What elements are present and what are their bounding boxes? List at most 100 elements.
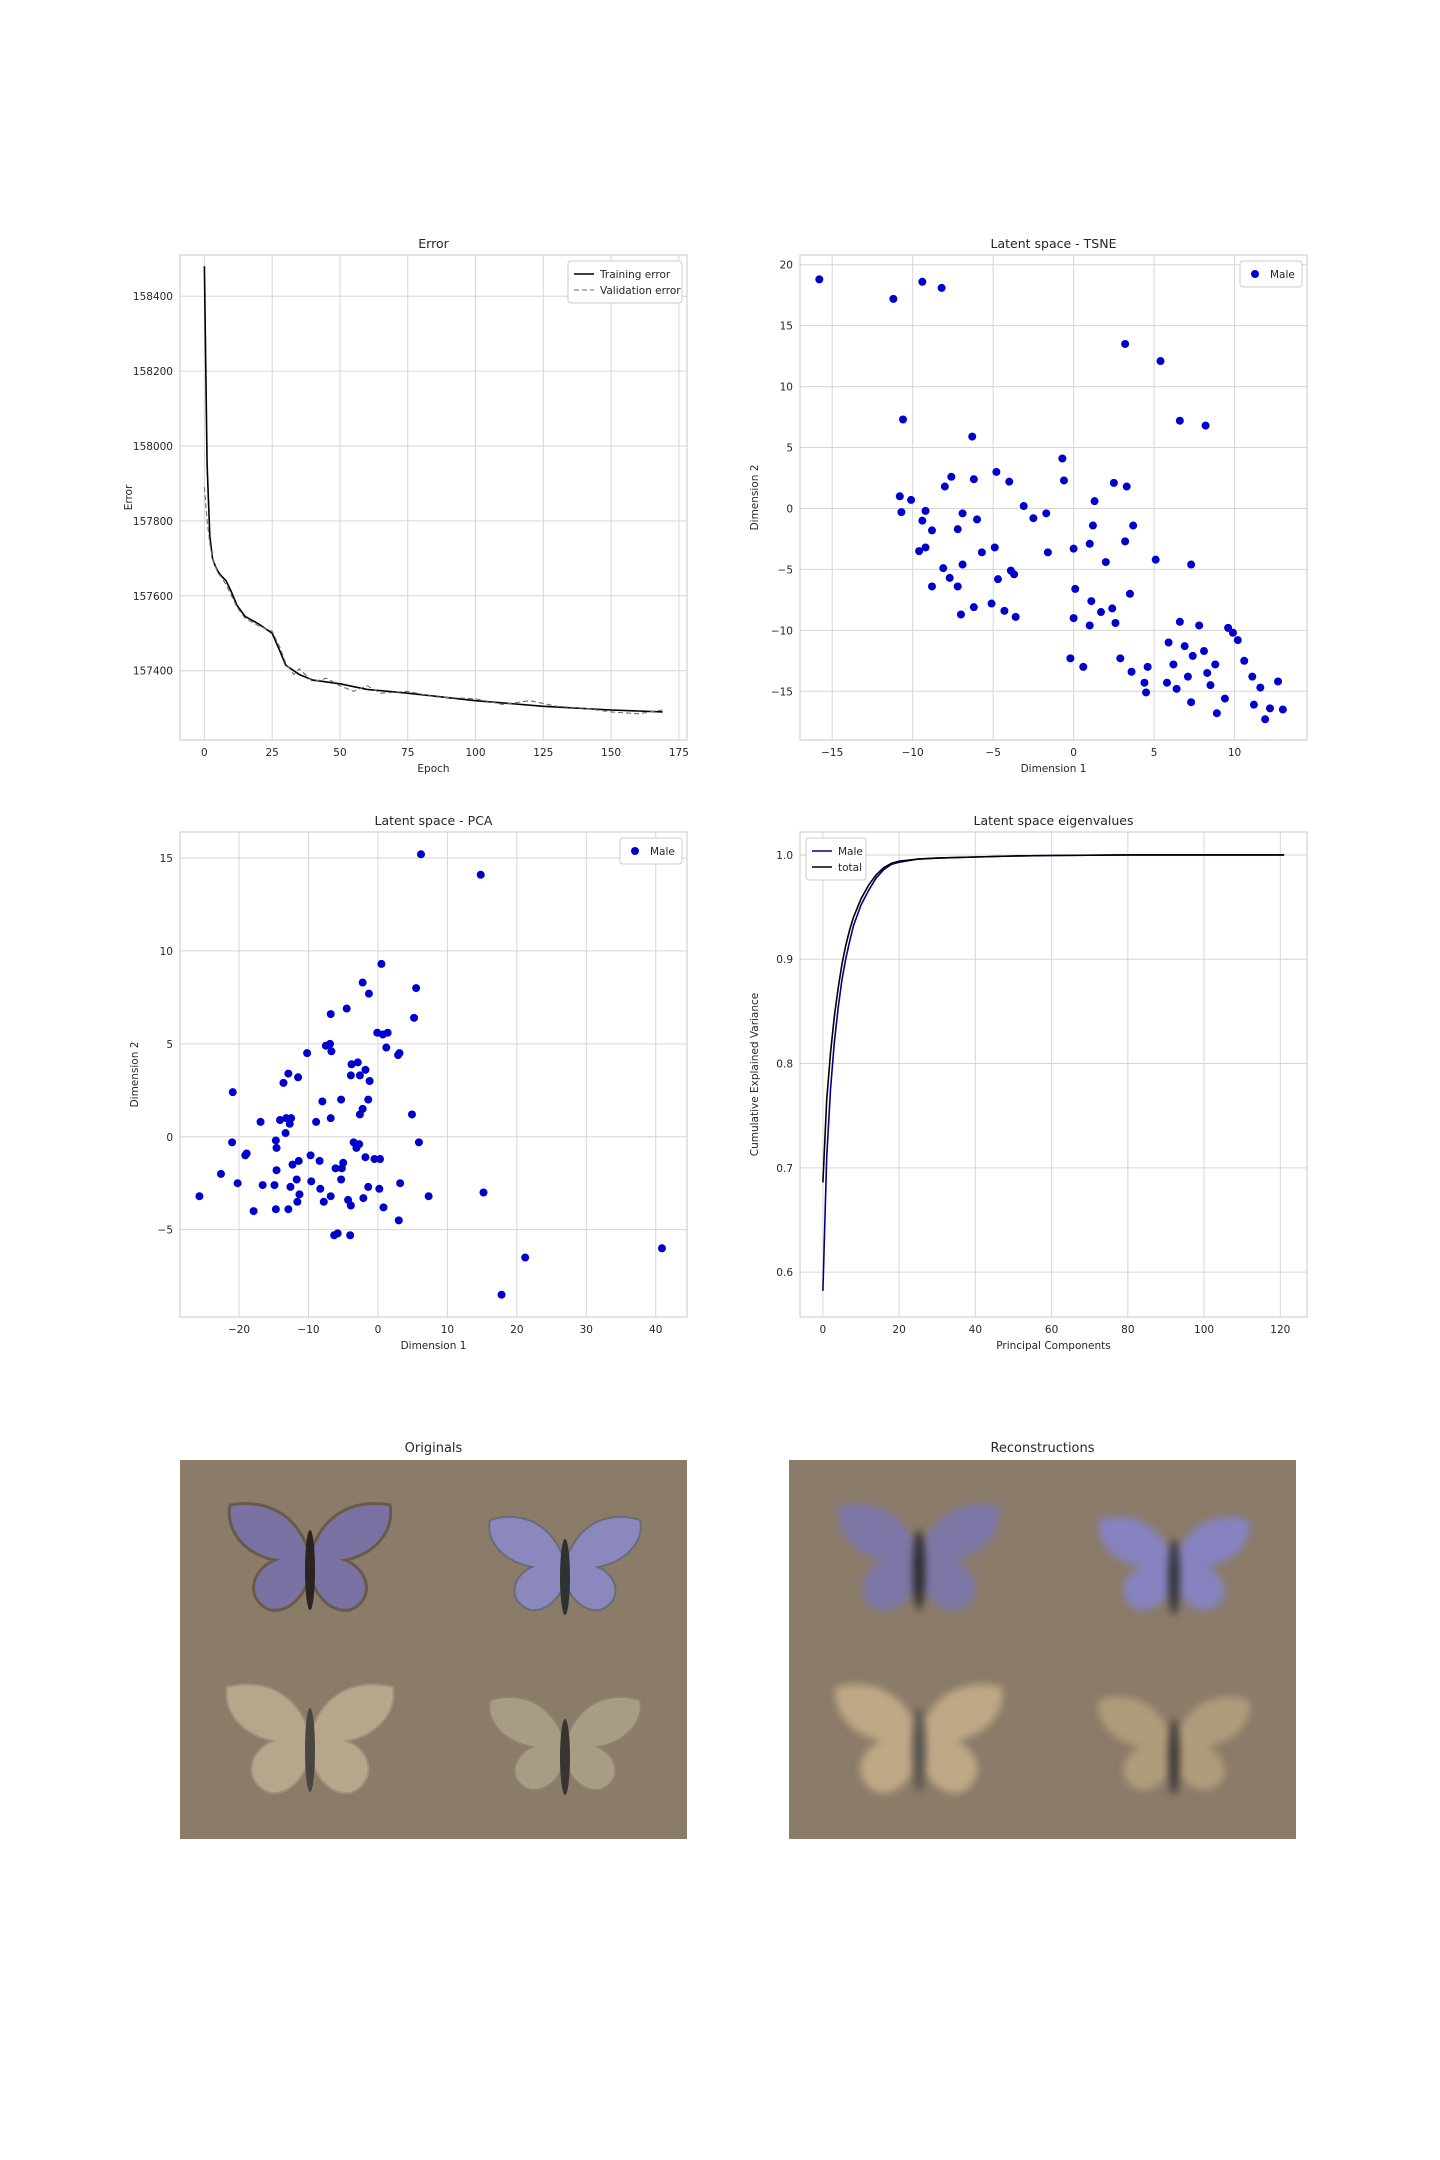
scatter-point: [1088, 521, 1097, 530]
scatter-point: [346, 1201, 355, 1210]
chart-title: Latent space - PCA: [375, 813, 493, 828]
scatter-point: [889, 294, 898, 303]
x-tick-label: 0: [201, 747, 208, 759]
x-axis-label: Dimension 1: [401, 1340, 467, 1352]
y-tick-label: 0.9: [776, 954, 793, 966]
x-tick-label: 40: [969, 1324, 982, 1336]
scatter-point: [364, 1182, 373, 1191]
scatter-point: [1162, 678, 1171, 687]
x-tick-label: −20: [228, 1324, 250, 1336]
scatter-point: [1140, 678, 1149, 687]
scatter-point: [956, 610, 965, 619]
scatter-point: [927, 582, 936, 591]
scatter-point: [907, 495, 916, 504]
scatter-point: [1187, 560, 1196, 569]
x-tick-label: 25: [265, 747, 278, 759]
x-axis-label: Principal Components: [996, 1340, 1111, 1352]
y-tick-label: 158200: [133, 366, 173, 378]
scatter-point: [899, 415, 908, 424]
scatter-point: [370, 1155, 379, 1164]
scatter-point: [326, 1010, 335, 1019]
butterfly-image: [488, 1515, 642, 1615]
scatter-point: [316, 1184, 325, 1193]
scatter-point: [1156, 357, 1165, 366]
scatter-point: [364, 989, 373, 998]
x-tick-label: 10: [441, 1324, 454, 1336]
x-tick-label: 20: [510, 1324, 523, 1336]
scatter-point: [895, 492, 904, 501]
scatter-point: [953, 525, 962, 534]
scatter-point: [1224, 623, 1233, 632]
scatter-point: [416, 850, 425, 859]
reconstructions-panel: [789, 1460, 1296, 1839]
scatter-point: [1256, 683, 1265, 692]
scatter-point: [1058, 454, 1067, 463]
plot-frame: [179, 254, 688, 741]
y-axis-label: Error: [123, 484, 135, 510]
scatter-point: [331, 1164, 340, 1173]
y-tick-label: 5: [786, 443, 793, 455]
legend-label: Training error: [599, 269, 671, 281]
scatter-point: [1265, 704, 1274, 713]
scatter-point: [1164, 638, 1173, 647]
scatter-point: [294, 1156, 303, 1165]
scatter-point: [1278, 705, 1287, 714]
scatter-point: [1127, 667, 1136, 676]
scatter-point: [361, 1065, 370, 1074]
scatter-point: [993, 575, 1002, 584]
scatter-point: [326, 1114, 335, 1123]
scatter-point: [355, 1071, 364, 1080]
scatter-point: [1261, 715, 1270, 724]
scatter-point: [396, 1179, 405, 1188]
scatter-point: [377, 959, 386, 968]
x-tick-label: 30: [580, 1324, 593, 1336]
scatter-point: [1151, 555, 1160, 564]
scatter-point: [272, 1143, 281, 1152]
scatter-point: [476, 870, 485, 879]
scatter-point: [339, 1158, 348, 1167]
scatter-point: [987, 599, 996, 608]
scatter-point: [1142, 688, 1151, 697]
legend-marker: [1251, 270, 1259, 278]
y-tick-label: 157400: [133, 666, 173, 678]
originals-panel: [180, 1460, 687, 1839]
y-tick-label: 0.6: [776, 1267, 793, 1279]
scatter-point: [1172, 684, 1181, 693]
legend-box: [1239, 260, 1303, 288]
scatter-point: [1116, 654, 1125, 663]
scatter-point: [939, 564, 948, 573]
scatter-point: [315, 1156, 324, 1165]
scatter-point: [258, 1181, 267, 1190]
scatter-point: [271, 1205, 280, 1214]
legend-label: total: [838, 862, 862, 874]
scatter-point: [990, 543, 999, 552]
y-tick-label: 0.7: [776, 1163, 793, 1175]
legend-box: [805, 837, 867, 881]
scatter-point: [918, 277, 927, 286]
legend-label: Male: [1270, 269, 1295, 281]
scatter-point: [1069, 614, 1078, 623]
x-tick-label: 100: [1194, 1324, 1214, 1336]
scatter-point: [1175, 416, 1184, 425]
plot-frame: [799, 831, 1308, 1318]
y-axis-label: Dimension 2: [129, 1042, 141, 1108]
scatter-point: [921, 543, 930, 552]
y-tick-label: 158400: [133, 291, 173, 303]
x-tick-label: 175: [669, 747, 689, 759]
scatter-point: [1206, 681, 1215, 690]
scatter-point: [1085, 621, 1094, 630]
y-tick-label: 10: [780, 382, 793, 394]
y-tick-label: 20: [780, 260, 793, 272]
y-tick-label: 157600: [133, 591, 173, 603]
scatter-point: [272, 1166, 281, 1175]
butterfly-image: [1098, 1696, 1250, 1795]
scatter-point: [921, 506, 930, 515]
scatter-point: [1274, 677, 1283, 686]
y-tick-label: 5: [166, 1039, 173, 1051]
x-tick-label: 75: [401, 747, 414, 759]
scatter-point: [1195, 621, 1204, 630]
scatter-point: [1059, 476, 1068, 485]
reconstructions-title: Reconstructions: [990, 1441, 1095, 1456]
y-tick-label: 158000: [133, 441, 173, 453]
legend-label: Validation error: [600, 285, 681, 297]
